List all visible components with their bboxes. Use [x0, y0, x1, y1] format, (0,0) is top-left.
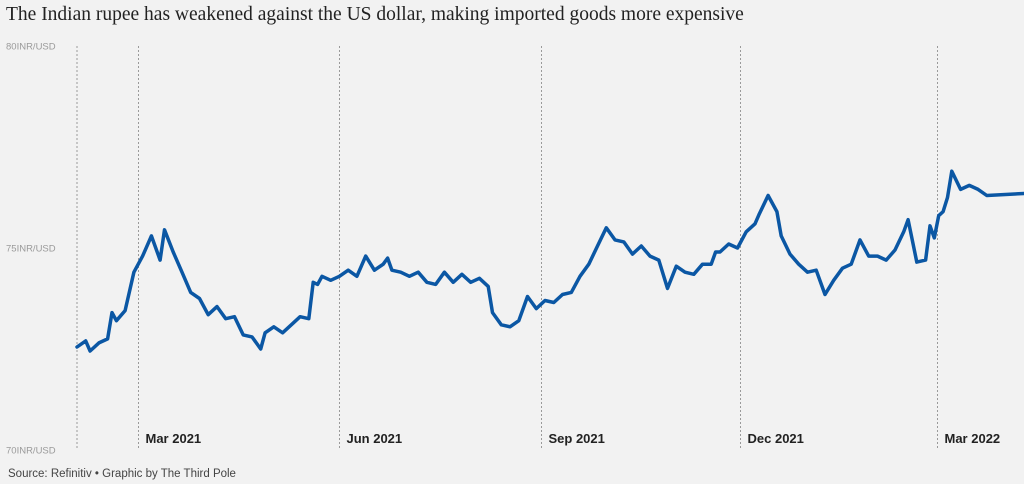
y-tick-label: 80INR/USD	[6, 42, 56, 53]
series-layer	[75, 169, 1024, 353]
x-tick-label: Dec 2021	[748, 431, 804, 446]
x-tick-label: Mar 2022	[945, 431, 1001, 446]
x-tick-label: Jun 2021	[347, 431, 403, 446]
source-credit: Source: Refinitiv • Graphic by The Third…	[8, 468, 236, 480]
y-tick-label: 75INR/USD	[6, 244, 56, 255]
x-tick-label: Mar 2021	[146, 431, 202, 446]
chart-title: The Indian rupee has weakened against th…	[6, 4, 744, 25]
x-axis-labels: Mar 2021 Jun 2021 Sep 2021 Dec 2021 Mar 2022	[146, 431, 1001, 446]
vertical-gridlines	[76, 46, 938, 450]
y-tick-label: 70INR/USD	[6, 446, 56, 457]
x-tick-label: Sep 2021	[549, 431, 605, 446]
y-axis-labels: 80INR/USD 75INR/USD 70INR/USD	[6, 42, 56, 457]
series-line-inr-usd	[75, 169, 1024, 353]
